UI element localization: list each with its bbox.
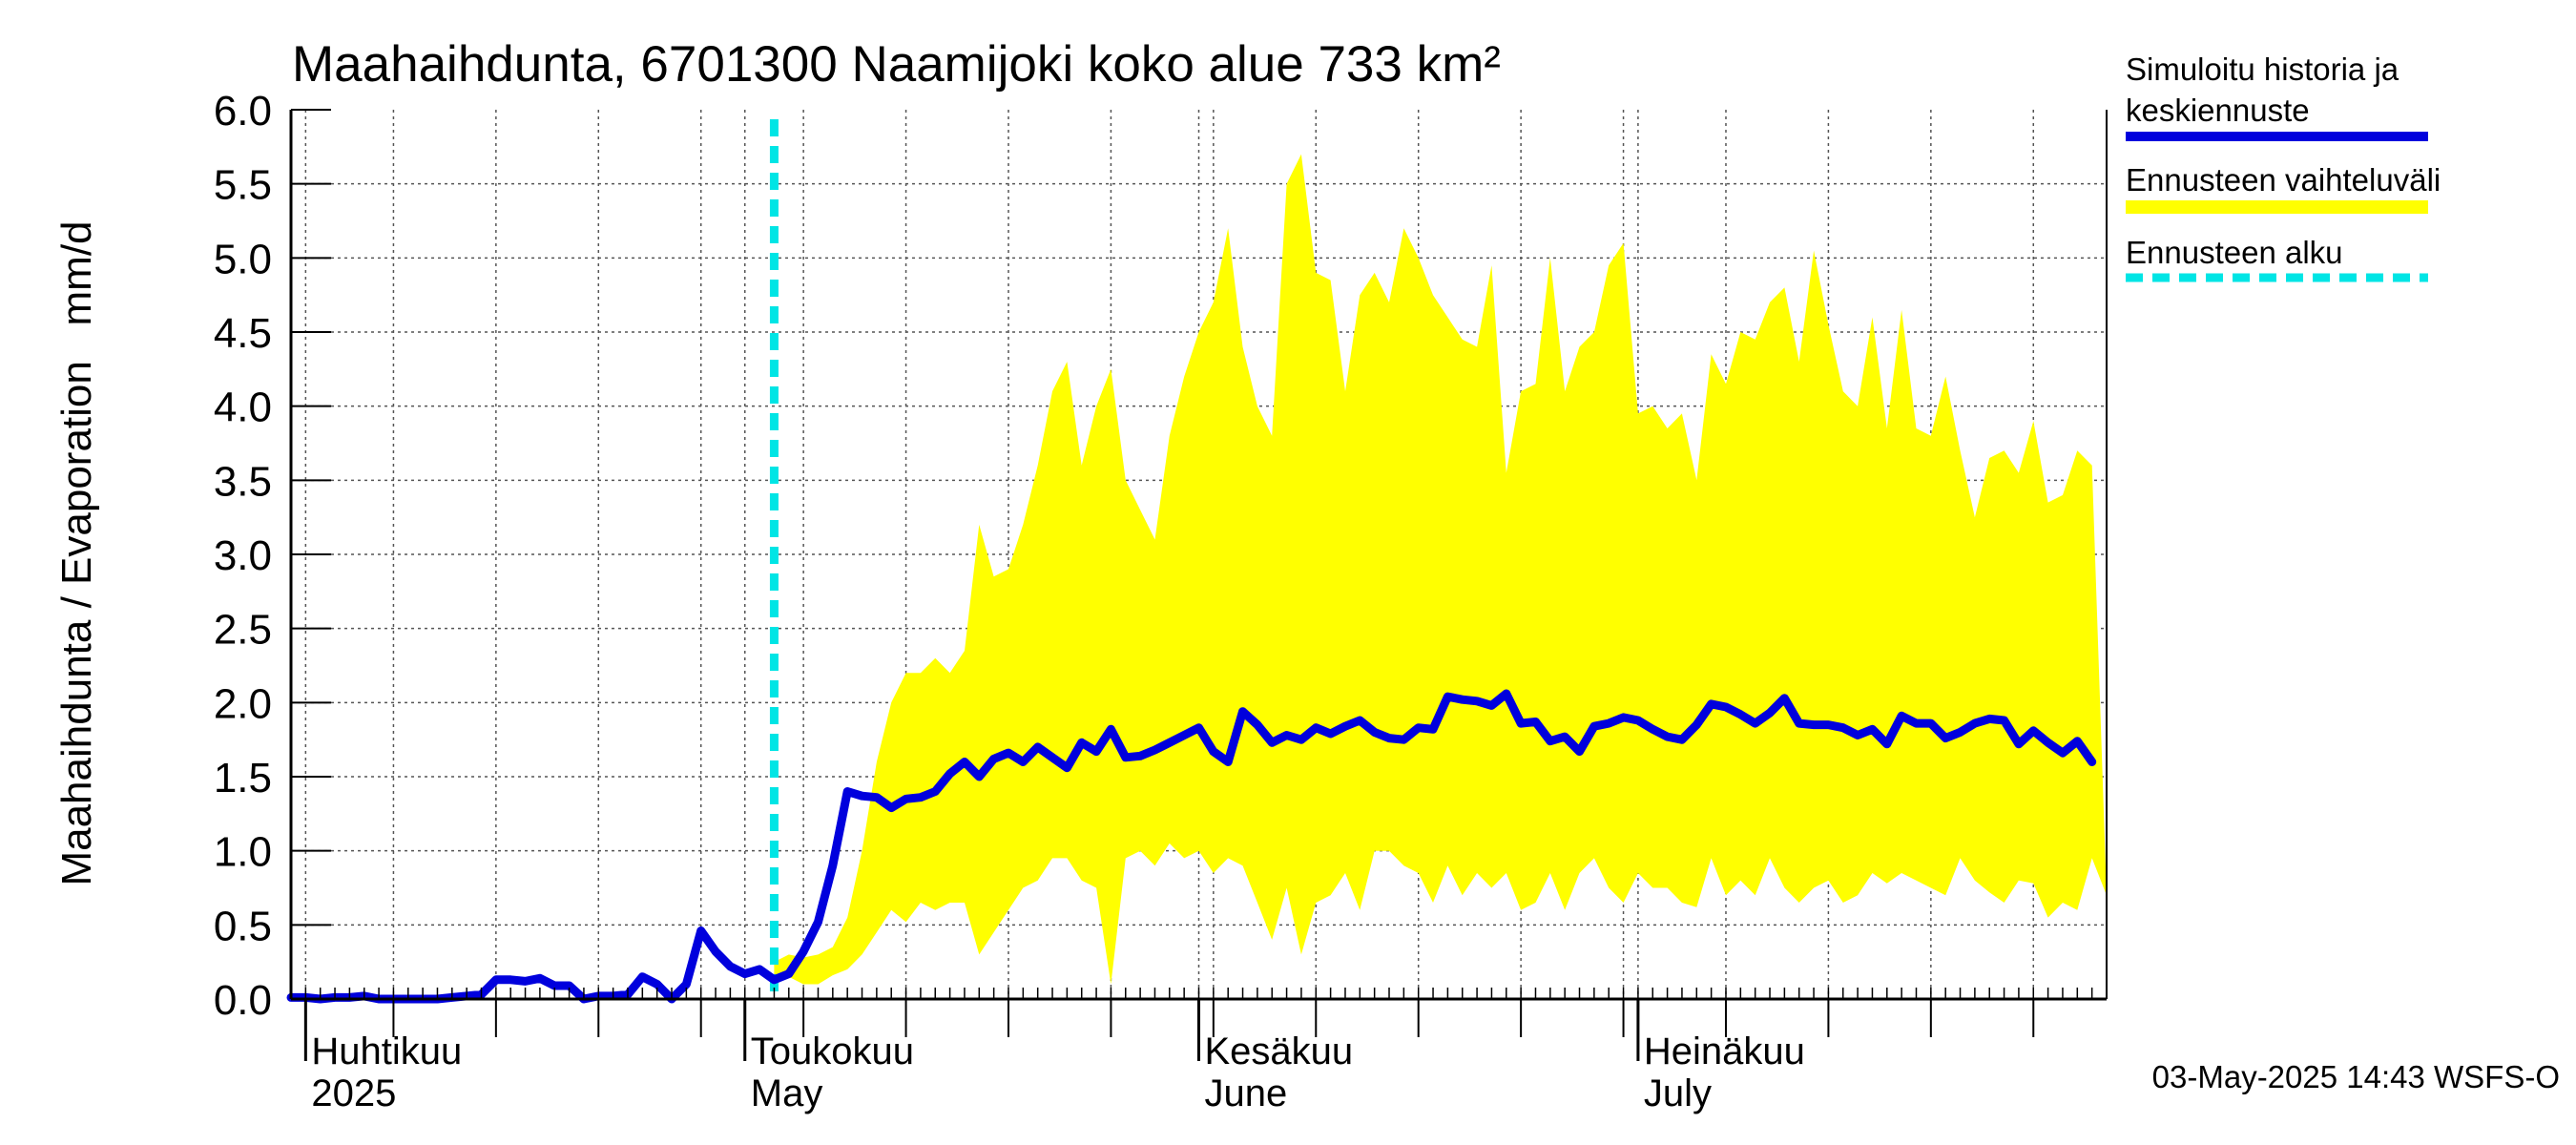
legend-label-mean-line1: Simuloitu historia ja [2126, 52, 2399, 87]
band-layer [774, 154, 2107, 985]
x-month-sublabel: June [1205, 1072, 1288, 1114]
legend-label-forecast-start: Ennusteen alku [2126, 235, 2343, 270]
line-layer [286, 119, 2097, 1004]
x-month-label: Kesäkuu [1205, 1030, 1354, 1072]
chart-title: Maahaihdunta, 6701300 Naamijoki koko alu… [292, 36, 1501, 93]
y-tick-label: 4.5 [214, 310, 272, 357]
x-month-sublabel: May [751, 1072, 823, 1114]
y-tick-label: 1.5 [214, 755, 272, 802]
footer-timestamp: 03-May-2025 14:43 WSFS-O [2152, 1059, 2560, 1094]
x-month-sublabel: 2025 [311, 1072, 396, 1114]
forecast-range-band [774, 154, 2107, 985]
y-axis-label: Maahaihdunta / Evaporation mm/d [53, 220, 100, 885]
x-month-label: Toukokuu [751, 1030, 914, 1072]
y-tick-label: 3.5 [214, 458, 272, 505]
legend: Simuloitu historia ja keskiennuste Ennus… [2126, 52, 2441, 282]
x-month-label: Heinäkuu [1644, 1030, 1805, 1072]
y-tick-label: 3.0 [214, 532, 272, 579]
legend-label-mean-line2: keskiennuste [2126, 93, 2310, 128]
x-month-label: Huhtikuu [311, 1030, 462, 1072]
y-tick-label: 0.5 [214, 903, 272, 949]
axes-layer: 0.0 0.5 1.0 1.5 2.0 2.5 3.0 3.5 4.0 4.5 5.0 5.5 6.0 H… [214, 88, 2108, 1114]
y-tick-label: 5.5 [214, 162, 272, 209]
y-tick-label: 6.0 [214, 88, 272, 135]
y-tick-label: 5.0 [214, 236, 272, 282]
y-tick-label: 1.0 [214, 829, 272, 876]
y-tick-label: 2.0 [214, 680, 272, 727]
y-tick-label: 0.0 [214, 977, 272, 1024]
legend-label-range: Ennusteen vaihteluväli [2126, 162, 2441, 198]
grid-layer [291, 110, 2107, 999]
mean-series-line [286, 689, 2097, 1004]
y-tick-label: 2.5 [214, 607, 272, 654]
x-month-sublabel: July [1644, 1072, 1712, 1114]
y-tick-label: 4.0 [214, 385, 272, 431]
